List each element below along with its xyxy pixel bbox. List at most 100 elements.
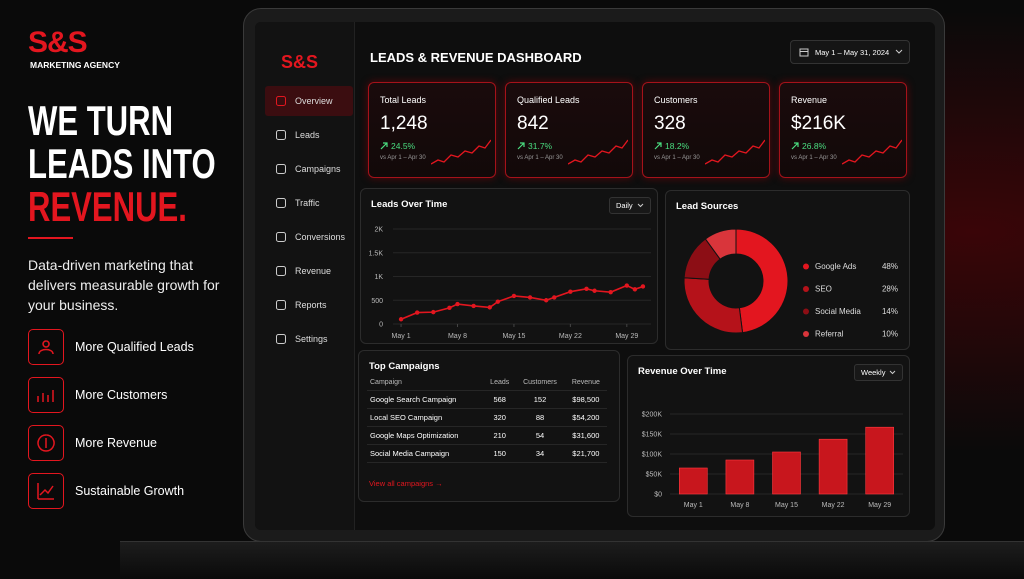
headline: WE TURN <box>28 97 174 144</box>
kpi-value: 328 <box>654 113 686 134</box>
arrow-shape <box>654 142 662 150</box>
bar <box>818 438 848 495</box>
pie-chart: Google Ads 48% SEO 28% Social Media 14% Referr… <box>683 228 898 339</box>
headline: LEADS INTO <box>28 140 216 187</box>
point <box>543 298 549 303</box>
brand: S&S <box>28 26 88 59</box>
sparkline-line <box>705 139 765 165</box>
nav-icon <box>276 334 286 344</box>
dropdown[interactable]: Daily <box>609 197 651 214</box>
headline: REVENUE. <box>28 183 187 230</box>
header-row: Campaign Leads Customers Revenue <box>367 375 607 391</box>
column-header: Leads <box>484 375 516 391</box>
kpi-value: 842 <box>517 113 549 134</box>
point <box>511 293 517 299</box>
bar <box>865 426 894 495</box>
nav-item[interactable]: Revenue <box>265 256 353 286</box>
table-cell: 320 <box>484 408 516 427</box>
view-all-link[interactable]: View all campaigns → <box>369 479 443 488</box>
legend-swatch <box>803 263 809 270</box>
nav-label: Conversions <box>295 232 346 242</box>
table-row: Social Media Campaign 150 34 $21,700 <box>367 444 607 463</box>
sparkline-line <box>431 139 491 165</box>
sources-panel: Lead Sources Google Ads 48% SEO 28% Social M… <box>665 190 910 350</box>
column-header: Campaign <box>367 375 485 391</box>
nav-item[interactable]: Settings <box>265 324 353 354</box>
y-tick-label: 0 <box>379 322 383 329</box>
nav-label: Campaigns <box>295 164 341 174</box>
sparkline <box>431 139 491 165</box>
legend-swatch <box>803 286 809 292</box>
up-arrow <box>654 142 662 150</box>
nav-icon <box>276 266 286 276</box>
slice <box>704 228 737 260</box>
date-picker[interactable]: May 1 – May 31, 2024 <box>790 40 910 64</box>
line <box>400 284 644 320</box>
sparkline <box>568 139 628 165</box>
nav-icon <box>276 300 286 310</box>
up-arrow <box>380 142 388 150</box>
kpi-period: vs Apr 1 – Apr 30 <box>791 155 837 161</box>
icon <box>37 483 54 500</box>
nav-item[interactable]: Leads <box>265 120 353 150</box>
legend-label: Social Media <box>815 307 861 316</box>
bar <box>772 451 801 495</box>
y-tick-label: 2K <box>374 227 383 234</box>
change-text: 24.5% <box>391 141 416 151</box>
kpi-change: 31.7% <box>517 141 552 151</box>
leads-panel: Leads Over Time Daily 0 500 1K 1.5K 2K May 1 M… <box>360 188 658 344</box>
chevron <box>890 370 896 375</box>
change-text: 31.7% <box>528 141 553 151</box>
icon <box>38 340 54 355</box>
nav-item[interactable]: Conversions <box>265 222 353 252</box>
sparkline <box>842 139 902 165</box>
point <box>608 289 613 295</box>
kpi-label: Total Leads <box>380 95 427 105</box>
table-row: Google Search Campaign 568 152 $98,500 <box>367 390 607 409</box>
legend-label: Referral <box>815 330 844 339</box>
kpi-label: Qualified Leads <box>517 95 580 105</box>
x-tick-label: May 29 <box>615 333 638 340</box>
nav-item[interactable]: Traffic <box>265 188 353 218</box>
nav-icon <box>276 96 286 106</box>
chevron <box>895 49 903 54</box>
kpi-period: vs Apr 1 – Apr 30 <box>517 155 563 161</box>
point <box>398 317 404 322</box>
up-arrow <box>791 142 799 150</box>
screen: S&S Overview Leads Campaigns Traffic Convers… <box>255 22 935 530</box>
line-chart: 0 500 1K 1.5K 2K May 1 May 8 May 15 May 22 May 29 <box>369 227 651 340</box>
up-arrow <box>517 142 525 150</box>
nav-item[interactable]: Overview <box>265 86 353 116</box>
legend-label: SEO <box>815 285 832 294</box>
arrow-shape <box>791 142 799 150</box>
feature: More Qualified Leads <box>28 329 194 365</box>
value-label: 14% <box>882 307 898 316</box>
feature-icon <box>28 377 64 413</box>
campaigns-panel: Top Campaigns Campaign Leads Customers Reve… <box>358 350 620 502</box>
y-tick-label: $50K <box>646 472 663 479</box>
sparkline <box>705 139 765 165</box>
bar-chart: $0 $50K $100K $150K $200K May 1 May 8 May 15 May… <box>642 412 903 509</box>
date-range: May 1 – May 31, 2024 <box>815 47 890 57</box>
feature: Sustainable Growth <box>28 473 184 509</box>
table-cell: Google Search Campaign <box>367 390 485 409</box>
icon <box>37 434 55 452</box>
table-cell: Social Media Campaign <box>367 444 485 463</box>
kpi-change: 18.2% <box>654 141 689 151</box>
nav-item[interactable]: Reports <box>265 290 353 320</box>
dropdown[interactable]: Weekly <box>854 364 904 381</box>
icon-shape <box>276 96 286 106</box>
point <box>592 288 597 293</box>
table-cell: 150 <box>484 444 516 463</box>
nav-label: Settings <box>295 334 328 344</box>
nav-item[interactable]: Campaigns <box>265 154 353 184</box>
slice <box>683 277 744 334</box>
x-tick-label: May 8 <box>448 333 467 340</box>
x-tick-label: May 29 <box>868 502 891 509</box>
column-header: Revenue <box>564 375 607 391</box>
chevron <box>637 203 644 208</box>
kpi-value: $216K <box>791 113 846 134</box>
point <box>624 283 630 288</box>
campaign-table: Campaign Leads Customers Revenue Google Sear… <box>367 375 607 463</box>
icon-shape <box>276 300 286 310</box>
